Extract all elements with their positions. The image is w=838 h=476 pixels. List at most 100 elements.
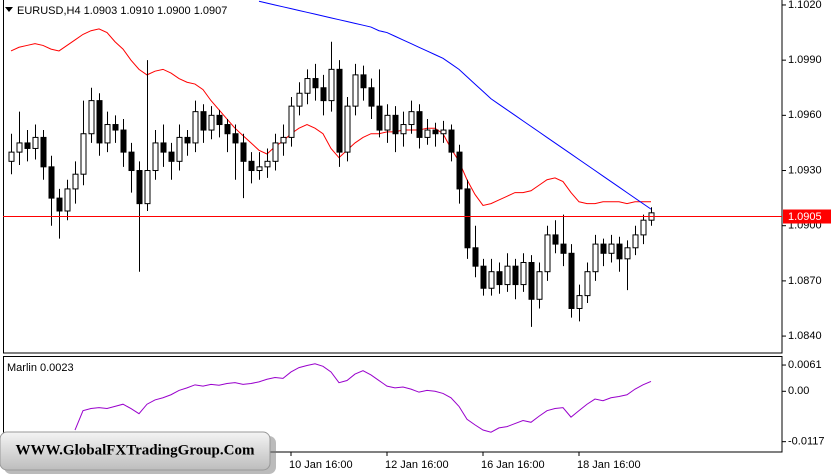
candle-body xyxy=(448,129,455,153)
y-tick-label: 1.0870 xyxy=(788,275,822,287)
candle-body xyxy=(312,78,319,89)
candle-body xyxy=(392,114,399,135)
candle-body xyxy=(240,142,247,162)
candle-body xyxy=(184,136,191,144)
candle-body xyxy=(224,124,231,135)
candle-body xyxy=(496,271,503,286)
candle-body xyxy=(280,136,287,144)
y-tick-label: 1.1020 xyxy=(788,0,822,11)
candle-body xyxy=(432,129,439,135)
candle-body xyxy=(528,261,535,300)
y-tick-label: 1.0960 xyxy=(788,109,822,121)
candle-body xyxy=(248,160,255,172)
candle-body xyxy=(48,166,55,199)
indicator-panel xyxy=(3,356,783,453)
candle-body xyxy=(472,247,479,267)
candle-body xyxy=(400,124,407,135)
indicator-line xyxy=(258,0,652,210)
x-tick-label: 18 Jan 16:00 xyxy=(577,459,641,471)
candle-body xyxy=(320,87,327,102)
candle-body xyxy=(424,129,431,138)
candle-body xyxy=(600,243,607,254)
candle-body xyxy=(88,100,95,135)
candle-body xyxy=(304,78,311,94)
candle-body xyxy=(616,243,623,260)
y-tick-label: 1.0930 xyxy=(788,164,822,176)
candle-body xyxy=(232,133,239,144)
candle-body xyxy=(200,111,207,131)
x-tick-label: 16 Jan 16:00 xyxy=(481,459,545,471)
y-tick-label: -0.0117 xyxy=(788,436,825,448)
candle-body xyxy=(584,271,591,297)
price-label-box xyxy=(783,209,831,224)
candle-body xyxy=(384,114,391,131)
candle-body xyxy=(608,243,615,254)
candle-body xyxy=(24,142,31,149)
candle-body xyxy=(72,173,79,190)
candle-body xyxy=(640,219,647,236)
candle-body xyxy=(144,170,151,205)
candle-body xyxy=(488,271,495,289)
candle-body xyxy=(456,151,463,190)
candle-body xyxy=(560,243,567,254)
candle-body xyxy=(344,105,351,153)
y-tick-label: 1.0840 xyxy=(788,330,822,342)
watermark: WWW.GlobalFXTradingGroup.Com xyxy=(0,431,276,474)
x-tick-label: 12 Jan 16:00 xyxy=(385,459,449,471)
candle-body xyxy=(96,100,103,144)
candle-body xyxy=(16,142,23,153)
candle-body xyxy=(296,92,303,107)
candle-body xyxy=(632,234,639,249)
candle-body xyxy=(464,188,471,249)
candle-body xyxy=(176,136,183,162)
axes: 1.10201.09901.09601.09301.09001.08701.08… xyxy=(289,0,831,471)
candle-body xyxy=(160,142,167,153)
indicator-line xyxy=(74,363,652,433)
candle-body xyxy=(336,68,343,153)
candle-body xyxy=(368,87,375,107)
candle-body xyxy=(536,271,543,300)
candle-body xyxy=(56,197,63,212)
candle-body xyxy=(256,166,263,172)
candle-body xyxy=(152,142,159,172)
candle-body xyxy=(120,129,127,153)
y-tick-label: 0.00 xyxy=(788,385,809,397)
menu-triangle xyxy=(5,7,13,12)
candle-body xyxy=(480,265,487,289)
candle-body xyxy=(264,160,271,168)
candle-body xyxy=(216,114,223,126)
candle-body xyxy=(8,151,15,162)
main-panel xyxy=(3,0,783,354)
candle-body xyxy=(288,105,295,138)
candle-body xyxy=(592,243,599,273)
candle-body xyxy=(416,111,423,138)
candle-body xyxy=(352,74,359,107)
candle-body xyxy=(208,114,215,131)
candle-body xyxy=(504,265,511,286)
candle-body xyxy=(552,234,559,245)
candle-body xyxy=(408,111,415,126)
candle-body xyxy=(328,68,335,102)
candle-body xyxy=(272,142,279,162)
x-tick-label: 10 Jan 16:00 xyxy=(289,459,353,471)
main-plot xyxy=(3,0,782,327)
candle-body xyxy=(168,151,175,162)
candle-body xyxy=(64,188,71,212)
candle-body xyxy=(104,124,111,144)
candle-body xyxy=(440,129,447,135)
watermark-text: WWW.GlobalFXTradingGroup.Com xyxy=(16,442,255,458)
candle-body xyxy=(136,170,143,205)
candle-body xyxy=(520,261,527,286)
candle-body xyxy=(80,133,87,175)
candle-body xyxy=(112,124,119,131)
indicator-plot xyxy=(74,363,652,433)
candle-body xyxy=(512,265,519,286)
candle-body xyxy=(376,105,383,131)
candle-body xyxy=(128,151,135,172)
y-tick-label: 0.0061 xyxy=(788,359,822,371)
price-label: 1.0905 xyxy=(788,211,822,223)
candle-body xyxy=(568,252,575,309)
candle-body xyxy=(32,136,39,149)
